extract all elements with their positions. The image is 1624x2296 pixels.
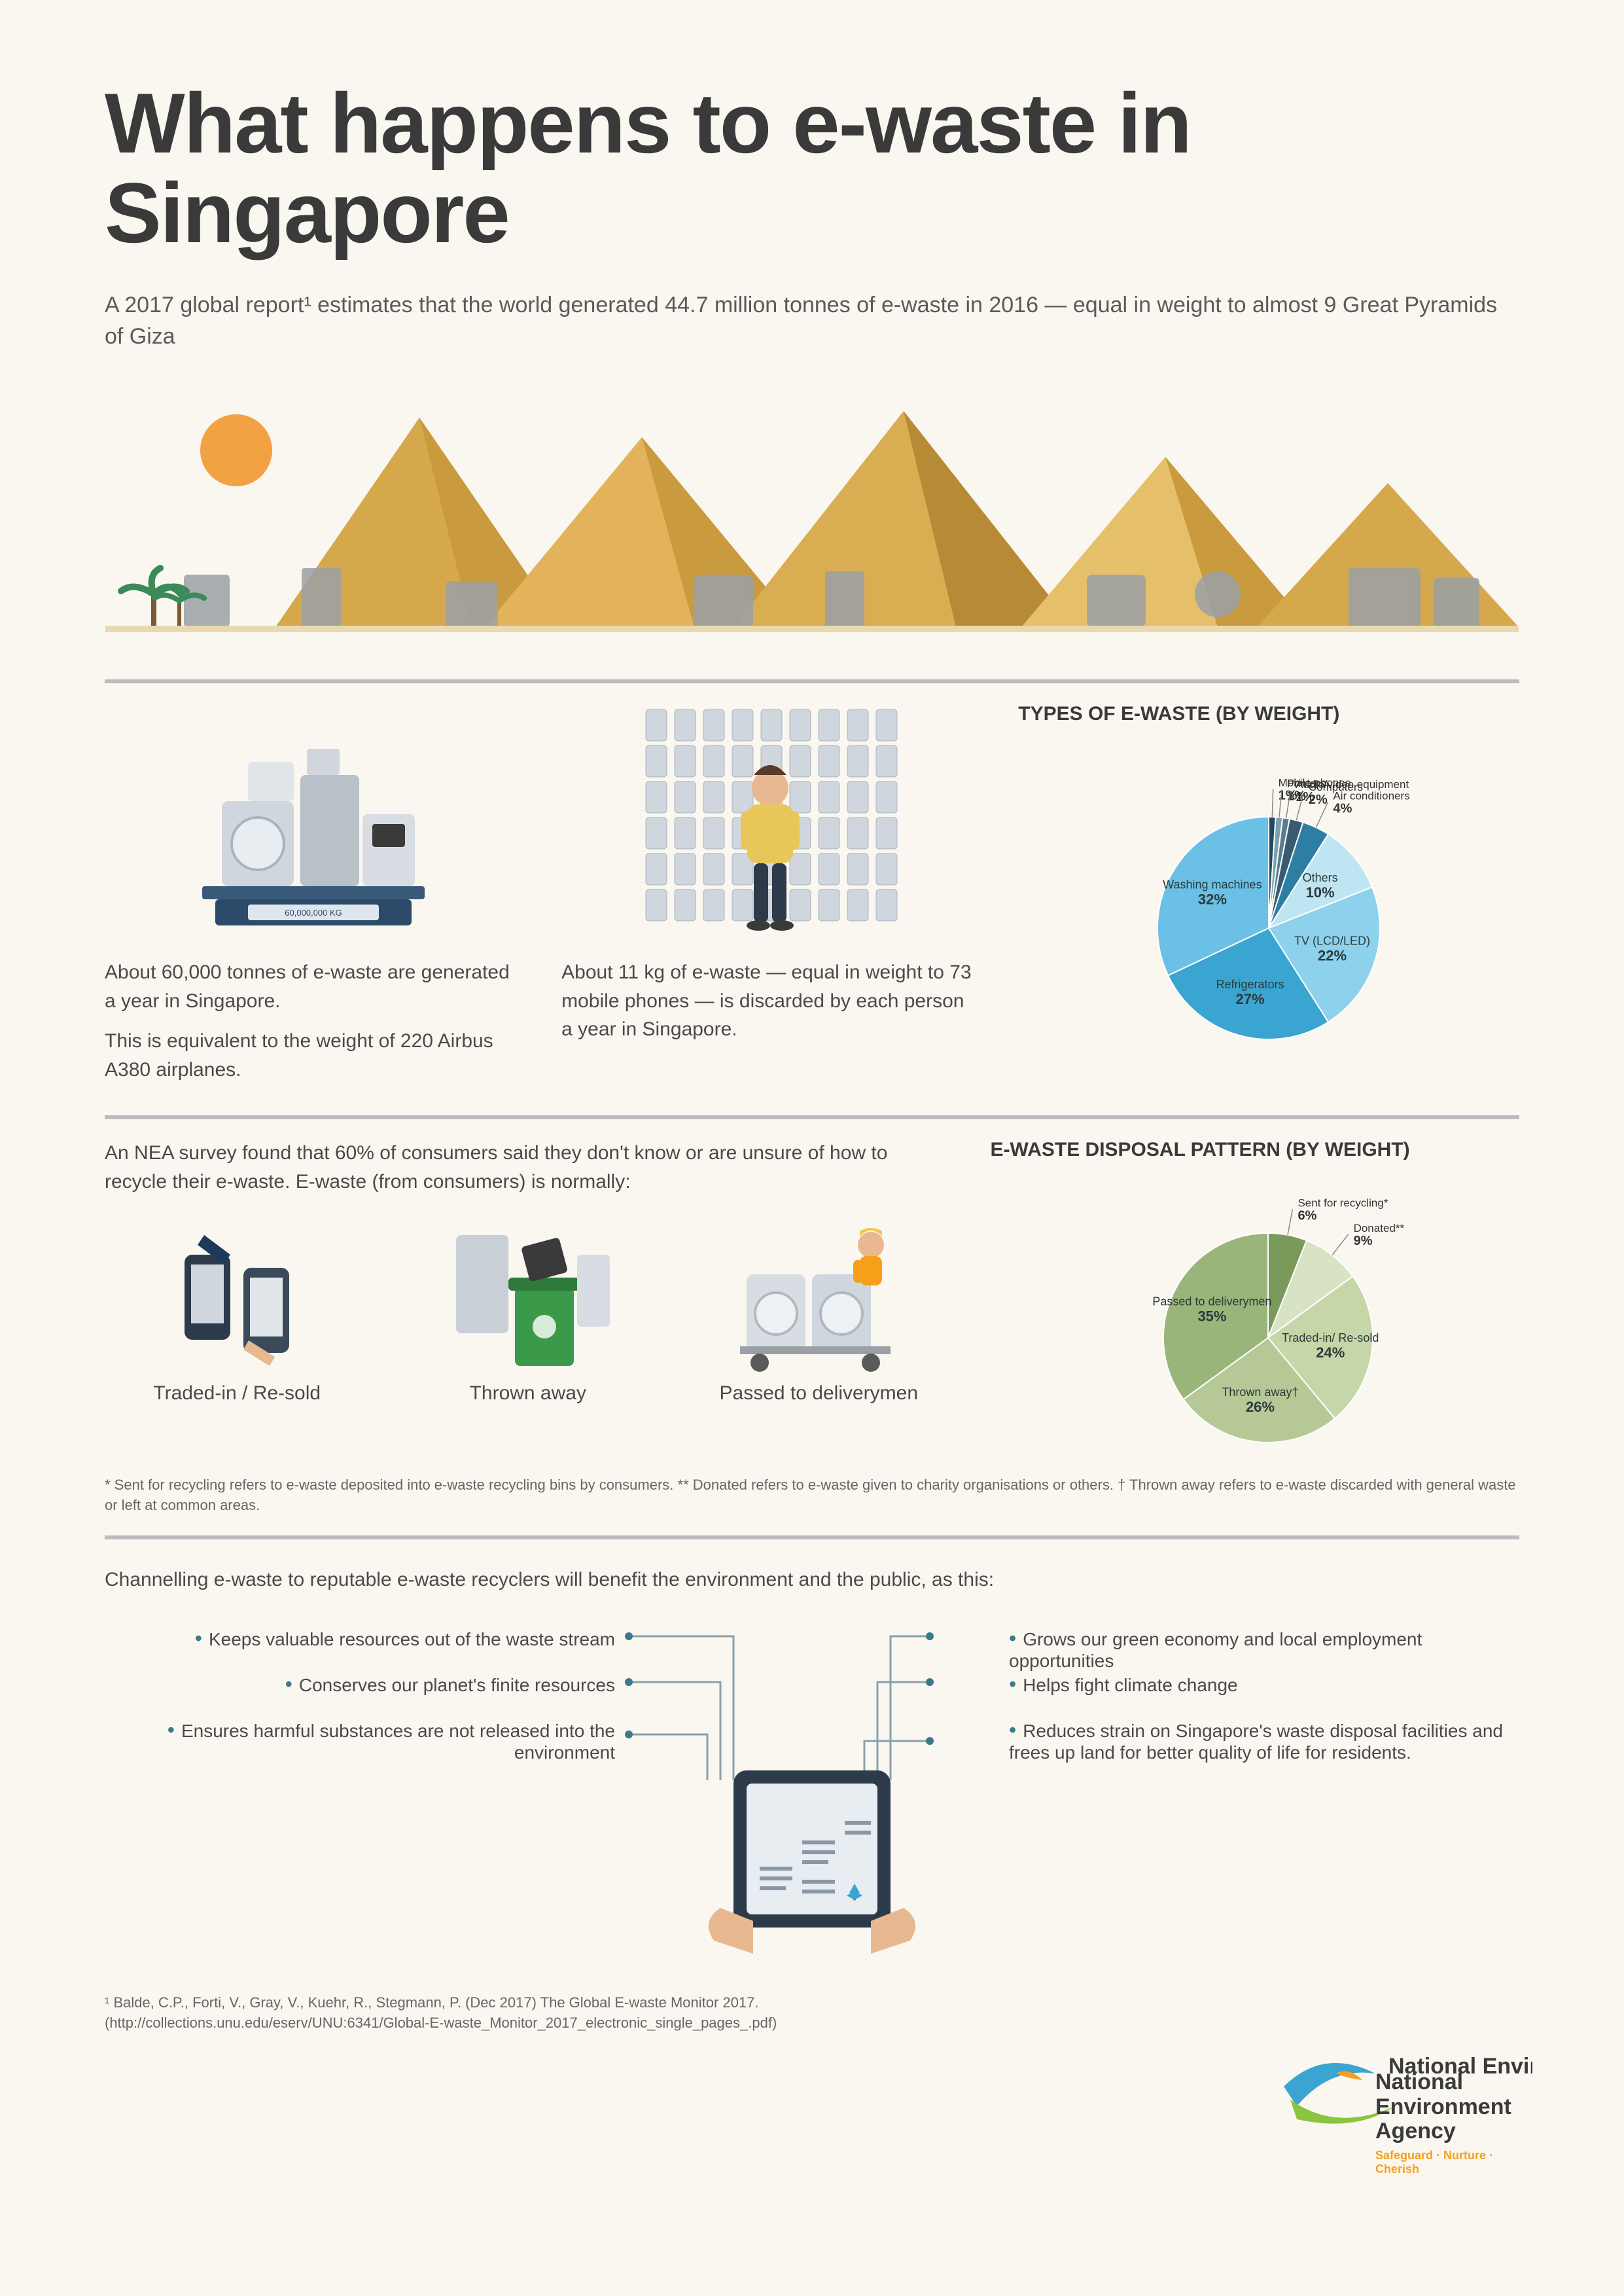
svg-text:24%: 24%	[1316, 1344, 1345, 1361]
svg-text:9%: 9%	[1353, 1234, 1372, 1248]
svg-text:Sent for recycling*: Sent for recycling*	[1297, 1197, 1388, 1210]
svg-text:22%: 22%	[1318, 948, 1347, 964]
page-title: What happens to e-waste in Singapore	[105, 79, 1519, 257]
svg-text:Others: Others	[1303, 871, 1338, 884]
stat1-p2: This is equivalent to the weight of 220 …	[105, 1027, 522, 1084]
pie2-chart: Sent for recycling*6% Donated**9% Traded-i…	[1072, 1174, 1438, 1456]
svg-text:Traded-in/ Re-sold: Traded-in/ Re-sold	[1282, 1331, 1379, 1344]
svg-text:32%: 32%	[1198, 891, 1227, 908]
nea-logo: National Environment Agency National Env…	[1258, 2028, 1532, 2176]
svg-text:6%: 6%	[1297, 1209, 1316, 1223]
person-phones-illustration	[561, 703, 979, 939]
reference-citation: ¹ Balde, C.P., Forti, V., Gray, V., Kueh…	[105, 1993, 1086, 2034]
svg-text:60,000,000 KG: 60,000,000 KG	[285, 908, 342, 918]
divider	[105, 679, 1519, 683]
divider	[105, 1535, 1519, 1539]
pie2-title: E-WASTE DISPOSAL PATTERN (BY WEIGHT)	[991, 1139, 1519, 1161]
stat2-p1: About 11 kg of e-waste — equal in weight…	[561, 958, 979, 1044]
svg-text:10%: 10%	[1306, 884, 1335, 901]
svg-text:2%: 2%	[1309, 793, 1328, 807]
svg-text:35%: 35%	[1197, 1308, 1226, 1325]
svg-text:Washing machines: Washing machines	[1163, 878, 1262, 891]
benefits-diagram: Keeps valuable resources out of the wast…	[105, 1613, 1519, 1954]
disposal-thrown: Thrown away	[396, 1215, 661, 1405]
svg-text:27%: 27%	[1236, 991, 1265, 1007]
svg-text:Passed to deliverymen: Passed to deliverymen	[1152, 1295, 1271, 1308]
benefits-intro: Channelling e-waste to reputable e-waste…	[105, 1566, 1519, 1594]
pie1-title: TYPES OF E-WASTE (BY WEIGHT)	[1018, 703, 1519, 725]
scale-appliances-illustration: 60,000,000 KG	[105, 703, 522, 939]
svg-text:Air conditioners: Air conditioners	[1333, 790, 1410, 802]
svg-text:Donated**: Donated**	[1353, 1222, 1404, 1234]
divider	[105, 1115, 1519, 1119]
svg-text:TV (LCD/LED): TV (LCD/LED)	[1294, 935, 1370, 948]
intro-paragraph: A 2017 global report¹ estimates that the…	[105, 290, 1519, 352]
svg-text:Thrown away†: Thrown away†	[1222, 1386, 1298, 1399]
disposal-intro: An NEA survey found that 60% of consumer…	[105, 1139, 951, 1196]
hero-pyramids-illustration	[105, 378, 1519, 653]
stat1-p1: About 60,000 tonnes of e-waste are gener…	[105, 958, 522, 1015]
disposal-traded: Traded-in / Re-sold	[105, 1215, 370, 1405]
svg-text:Refrigerators: Refrigerators	[1216, 978, 1284, 991]
disposal-deliverymen: Passed to deliverymen	[686, 1215, 951, 1405]
pie1-chart: Mobile phones1%Printers1%Audio/video equ…	[1086, 738, 1452, 1052]
disposal-footnote: * Sent for recycling refers to e-waste d…	[105, 1475, 1519, 1516]
svg-text:26%: 26%	[1246, 1399, 1275, 1415]
svg-text:4%: 4%	[1333, 802, 1352, 816]
tablet-icon	[688, 1744, 936, 1954]
